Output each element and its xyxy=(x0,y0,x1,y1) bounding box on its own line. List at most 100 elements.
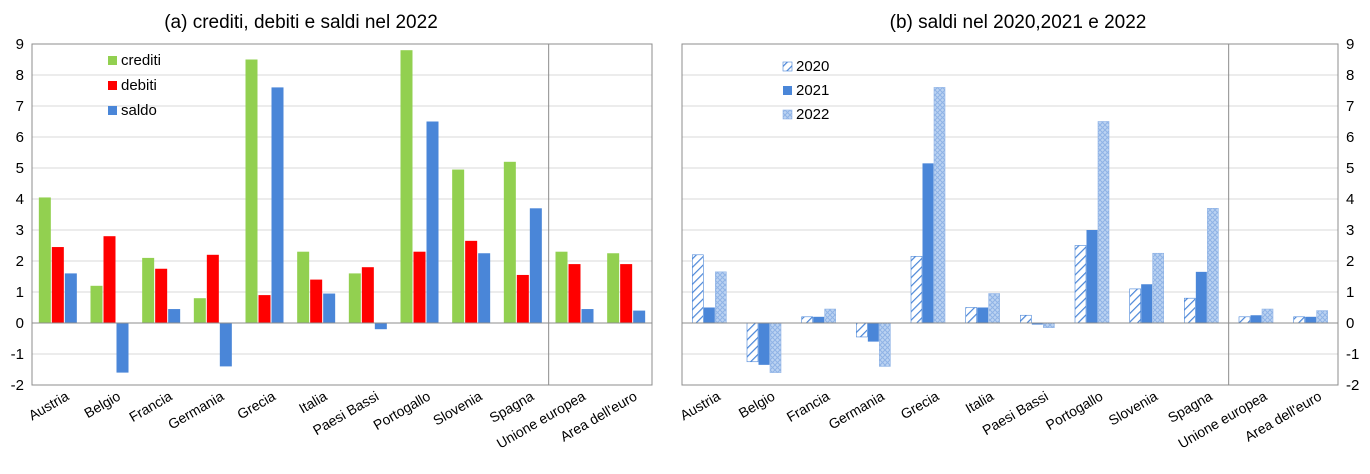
bar-saldo-unione-europea xyxy=(581,309,594,323)
chart-b-ytick-label: -1 xyxy=(1346,346,1359,363)
legend-label-2020: 2020 xyxy=(796,58,829,75)
chart-b-ytick-label: 8 xyxy=(1346,67,1354,84)
bar-2020-belgio xyxy=(746,322,759,363)
bar-saldo-portogallo xyxy=(426,121,439,323)
bar-debiti-grecia xyxy=(258,295,271,323)
bar-2021-portogallo xyxy=(1086,230,1098,323)
bar-2021-italia xyxy=(977,307,989,323)
chart-a-ytick-label: 8 xyxy=(16,67,24,84)
legend-label-crediti: crediti xyxy=(121,52,161,69)
legend-label-saldo: saldo xyxy=(121,102,157,119)
chart-a-ytick-label: -2 xyxy=(11,377,24,394)
bar-debiti-germania xyxy=(206,254,219,323)
bar-debiti-austria xyxy=(51,247,64,323)
bar-crediti-austria xyxy=(38,197,51,323)
bar-2020-portogallo xyxy=(1074,245,1087,324)
bar-saldo-slovenia xyxy=(478,253,491,323)
bar-2021-area-dell-euro xyxy=(1305,316,1317,323)
bar-crediti-germania xyxy=(193,298,206,323)
legend-label-2022: 2022 xyxy=(796,106,829,123)
bar-debiti-belgio xyxy=(103,236,116,323)
chart-a-ytick-label: 0 xyxy=(16,315,24,332)
bar-saldo-belgio xyxy=(116,323,129,373)
chart-a-ytick-label: 5 xyxy=(16,160,24,177)
bar-2020-slovenia xyxy=(1129,288,1141,324)
bar-2020-area-dell-euro xyxy=(1293,316,1305,324)
bar-2022-unione-europea xyxy=(1261,308,1274,324)
chart-b-legend: 2020 2021 2022 xyxy=(782,58,829,123)
bar-debiti-francia xyxy=(155,268,168,323)
chart-b-ytick-label: 0 xyxy=(1346,315,1354,332)
bar-saldo-paesi-bassi xyxy=(374,323,387,330)
chart-a-plot-frame xyxy=(31,43,653,386)
chart-b-y-ticks: -2 -1 0 1 2 3 4 5 6 7 8 9 xyxy=(1346,36,1359,394)
chart-b-ytick-label: 4 xyxy=(1346,191,1354,208)
chart-b-xtick-label: Germania xyxy=(826,388,887,433)
bar-debiti-spagna xyxy=(516,274,529,323)
chart-a-ytick-label: 4 xyxy=(16,191,24,208)
chart-b-ytick-label: 2 xyxy=(1346,253,1354,270)
chart-a-xtick-label: Portogallo xyxy=(370,388,433,433)
bar-crediti-area-dell-euro xyxy=(607,253,620,323)
bar-2022-francia xyxy=(824,308,836,324)
legend-label-debiti: debiti xyxy=(121,77,157,94)
chart-a-xtick-label: Grecia xyxy=(234,388,278,423)
legend-swatch-2020 xyxy=(782,61,793,72)
chart-b-xtick-label: Austria xyxy=(677,388,723,424)
chart-b-xtick-label: Portogallo xyxy=(1043,388,1106,433)
chart-a-xtick-label: Unione europea xyxy=(494,388,588,452)
chart-b-xtick-label: Grecia xyxy=(898,388,942,423)
bar-crediti-grecia xyxy=(245,59,258,323)
bar-crediti-slovenia xyxy=(452,169,465,323)
legend-swatch-2021 xyxy=(783,86,792,95)
chart-a-xtick-label: Belgio xyxy=(81,388,123,421)
bar-2022-grecia xyxy=(933,87,946,324)
chart-a-ytick-label: 7 xyxy=(16,98,24,115)
chart-a-legend: crediti debiti saldo xyxy=(108,52,161,119)
bar-2022-slovenia xyxy=(1152,252,1164,324)
chart-b-xtick-label: Italia xyxy=(963,388,997,417)
bar-2021-slovenia xyxy=(1141,284,1153,323)
chart-b-plot-frame xyxy=(681,43,1339,386)
chart-b-ytick-label: 1 xyxy=(1346,284,1354,301)
chart-a-ytick-label: 6 xyxy=(16,129,24,146)
bar-saldo-grecia xyxy=(271,87,284,324)
chart-b-title: (b) saldi nel 2020,2021 e 2022 xyxy=(890,12,1147,33)
bar-crediti-paesi-bassi xyxy=(348,273,361,323)
bar-crediti-unione-europea xyxy=(555,251,568,323)
bar-2020-grecia xyxy=(910,256,923,324)
chart-a-ytick-label: -1 xyxy=(11,346,24,363)
chart-a-y-ticks: -2 -1 0 1 2 3 4 5 6 7 8 9 xyxy=(11,36,24,394)
bar-crediti-belgio xyxy=(90,285,103,323)
bar-saldo-area-dell-euro xyxy=(633,310,646,323)
chart-a-xtick-label: Austria xyxy=(26,388,72,424)
bar-2022-area-dell-euro xyxy=(1316,310,1328,324)
bar-2022-italia xyxy=(988,293,1000,324)
bar-saldo-germania xyxy=(219,323,232,367)
legend-swatch-crediti xyxy=(108,56,117,65)
chart-b: (b) saldi nel 2020,2021 e 2022 -2 -1 0 1 2 3 4… xyxy=(677,12,1359,451)
bar-2021-francia xyxy=(813,316,825,323)
bar-2022-germania xyxy=(879,322,891,367)
bar-debiti-slovenia xyxy=(465,240,478,323)
legend-label-2021: 2021 xyxy=(796,82,829,99)
bar-2021-unione-europea xyxy=(1250,315,1262,323)
bar-2021-austria xyxy=(703,307,715,323)
chart-b-ytick-label: 9 xyxy=(1346,36,1354,53)
bar-2022-belgio xyxy=(769,322,782,373)
chart-a-ytick-label: 3 xyxy=(16,222,24,239)
bar-debiti-area-dell-euro xyxy=(620,264,633,323)
bar-2021-grecia xyxy=(922,163,934,323)
chart-b-ytick-label: 5 xyxy=(1346,160,1354,177)
bar-2020-germania xyxy=(856,322,868,338)
bar-saldo-italia xyxy=(323,293,336,323)
chart-a-ytick-label: 1 xyxy=(16,284,24,301)
bar-crediti-italia xyxy=(297,251,310,323)
chart-a-xtick-label: Italia xyxy=(296,388,330,417)
bar-2021-paesi-bassi xyxy=(1031,323,1043,325)
chart-a-xtick-label: Germania xyxy=(165,388,226,433)
chart-a: (a) crediti, debiti e saldi nel 2022 -2-… xyxy=(11,12,653,452)
